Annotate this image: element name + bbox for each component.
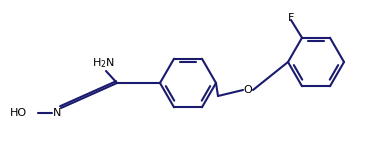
Text: F: F (288, 13, 294, 23)
Text: O: O (243, 85, 252, 95)
Text: N: N (53, 108, 61, 118)
Text: H$_2$N: H$_2$N (92, 56, 115, 70)
Text: HO: HO (10, 108, 27, 118)
